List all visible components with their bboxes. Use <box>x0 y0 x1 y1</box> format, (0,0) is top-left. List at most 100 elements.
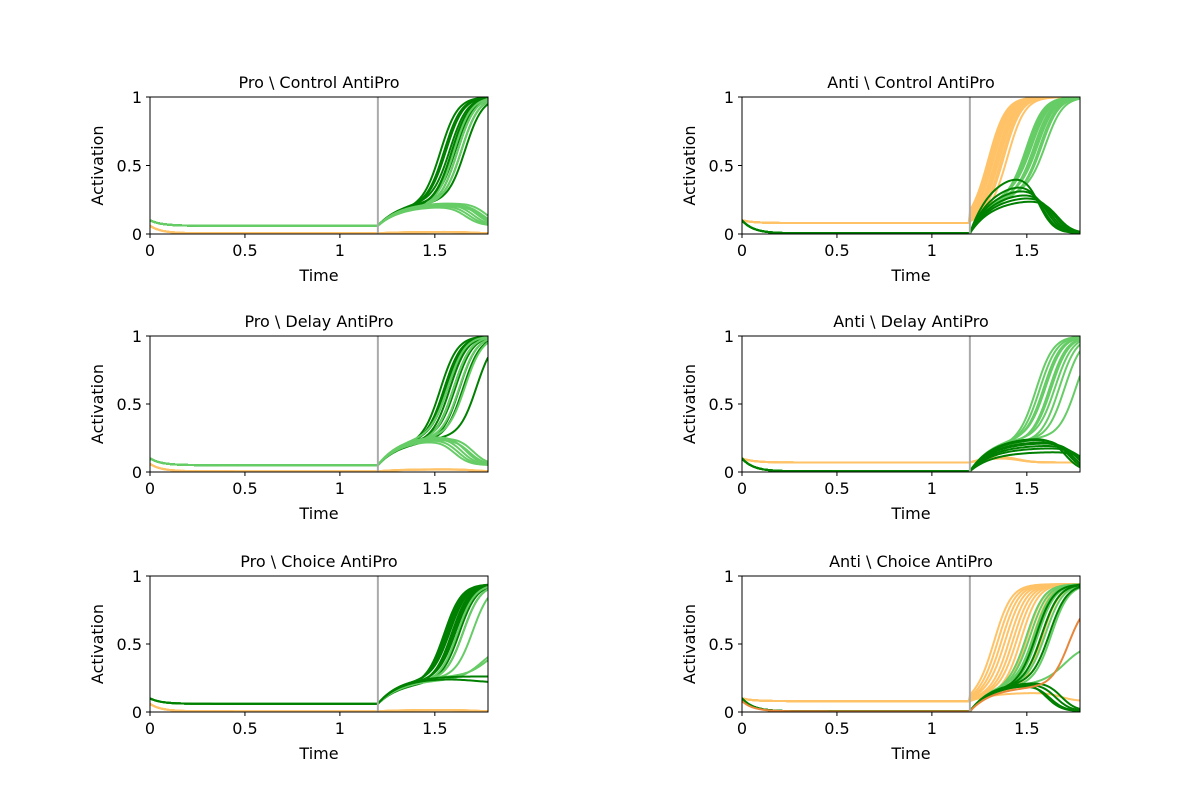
series-2-trace-1 <box>150 206 488 227</box>
subplot-title: Pro \ Control AntiPro <box>238 73 399 92</box>
subplot-title: Pro \ Delay AntiPro <box>244 312 393 331</box>
series-1-trace-10 <box>742 97 1080 225</box>
y-axis-label: Activation <box>680 604 699 684</box>
series-2-trace-10 <box>150 100 488 227</box>
subplot-2: 0 0.5 1 1.5 0 0.5 1 Anti \ Control AntiPro Time A… <box>680 73 1081 285</box>
y-tick-label: 0 <box>132 225 142 244</box>
x-tick-label: 1.5 <box>422 479 447 498</box>
x-tick-label: 1.5 <box>1014 479 1039 498</box>
series-1-trace-4 <box>150 584 488 705</box>
series-2-trace-2 <box>742 336 1080 472</box>
y-tick-label: 0.5 <box>117 395 142 414</box>
x-axis-label: Time <box>890 266 930 285</box>
series-2-trace-5 <box>150 205 488 227</box>
x-tick-label: 0.5 <box>824 719 849 738</box>
x-axis-label: Time <box>890 504 930 523</box>
series-1-trace-8 <box>150 586 488 705</box>
y-tick-label: 0 <box>724 703 734 722</box>
y-tick-label: 0.5 <box>117 635 142 654</box>
x-tick-label: 1.5 <box>422 719 447 738</box>
series-2-trace-6 <box>742 338 1080 472</box>
series-1-trace-12 <box>742 692 1080 703</box>
x-tick-label: 0.5 <box>232 479 257 498</box>
series-2-trace-7 <box>742 97 1080 234</box>
subplot-6: 0 0.5 1 1.5 0 0.5 1 Anti \ Choice AntiPro Time Ac… <box>680 552 1081 763</box>
x-tick-label: 1 <box>335 241 345 260</box>
plot-area <box>150 97 488 234</box>
series-1-trace-3 <box>150 584 488 705</box>
series-1-trace-9 <box>150 586 488 705</box>
series-2-trace-2 <box>150 588 488 705</box>
subplot-title: Anti \ Delay AntiPro <box>833 312 989 331</box>
series-3-trace-1 <box>150 678 488 705</box>
series-1-trace-10 <box>150 588 488 705</box>
series-1-trace-1 <box>150 336 488 467</box>
x-tick-label: 1 <box>927 241 937 260</box>
x-tick-label: 0 <box>145 719 155 738</box>
subplot-5: 0 0.5 1 1.5 0 0.5 1 Pro \ Choice AntiPro Time Act… <box>88 552 489 763</box>
series-1-trace-2 <box>150 583 488 705</box>
axes-frame <box>149 335 489 473</box>
series-1-trace-7 <box>150 585 488 705</box>
series-3-trace-7 <box>742 451 1080 472</box>
y-axis-label: Activation <box>88 125 107 205</box>
y-axis-label: Activation <box>680 364 699 444</box>
plot-area <box>150 336 488 472</box>
series-2-trace-1 <box>150 585 488 705</box>
x-tick-label: 1 <box>335 479 345 498</box>
series-4-trace-5 <box>150 702 488 712</box>
y-tick-label: 0.5 <box>709 395 734 414</box>
series-3-trace-5 <box>742 197 1080 234</box>
axes-frame <box>741 335 1081 473</box>
plot-area <box>150 583 488 712</box>
series-1-trace-9 <box>150 340 488 467</box>
series-1-trace-8 <box>150 338 488 467</box>
axes-frame <box>149 96 489 235</box>
y-tick-label: 1 <box>132 327 142 346</box>
x-tick-label: 1.5 <box>1014 719 1039 738</box>
x-tick-label: 0 <box>145 241 155 260</box>
axes-frame <box>149 575 489 713</box>
series-3-trace-6 <box>742 684 1080 712</box>
x-tick-label: 0 <box>737 241 747 260</box>
series-1-trace-5 <box>150 584 488 705</box>
subplot-title: Pro \ Choice AntiPro <box>240 552 397 571</box>
series-3-trace-2 <box>150 675 488 705</box>
x-tick-label: 1 <box>927 719 937 738</box>
series-2-trace-9 <box>150 338 488 467</box>
y-tick-label: 0.5 <box>709 635 734 654</box>
series-1-trace-6 <box>742 456 1080 464</box>
x-tick-label: 0 <box>145 479 155 498</box>
series-3-trace-5 <box>150 462 488 472</box>
y-tick-label: 0 <box>724 225 734 244</box>
series-2-trace-2 <box>150 439 488 467</box>
y-axis-label: Activation <box>88 604 107 684</box>
y-tick-label: 1 <box>724 567 734 586</box>
series-2-trace-5 <box>742 338 1080 472</box>
y-axis-label: Activation <box>680 125 699 205</box>
series-4-trace-1 <box>742 618 1080 712</box>
series-1-trace-1 <box>150 583 488 705</box>
y-tick-label: 0 <box>132 463 142 482</box>
x-tick-label: 0.5 <box>232 719 257 738</box>
subplot-4: 0 0.5 1 1.5 0 0.5 1 Anti \ Delay AntiPro Time Act… <box>680 312 1081 523</box>
series-2-trace-4 <box>742 336 1080 472</box>
x-axis-label: Time <box>890 744 930 763</box>
x-axis-label: Time <box>298 266 338 285</box>
x-axis-label: Time <box>298 504 338 523</box>
series-3-trace-5 <box>742 685 1080 712</box>
plot-area <box>742 583 1080 712</box>
series-3-trace-6 <box>742 200 1080 234</box>
y-tick-label: 0.5 <box>117 157 142 176</box>
x-tick-label: 1 <box>927 479 937 498</box>
subplot-title: Anti \ Choice AntiPro <box>829 552 993 571</box>
x-tick-label: 0 <box>737 479 747 498</box>
series-2-trace-1 <box>742 336 1080 472</box>
series-3-trace-6 <box>742 447 1080 472</box>
x-tick-label: 1.5 <box>422 241 447 260</box>
series-3-trace-2 <box>742 186 1080 234</box>
x-tick-label: 0.5 <box>232 241 257 260</box>
y-tick-label: 0 <box>132 703 142 722</box>
series-1-trace-6 <box>150 584 488 705</box>
